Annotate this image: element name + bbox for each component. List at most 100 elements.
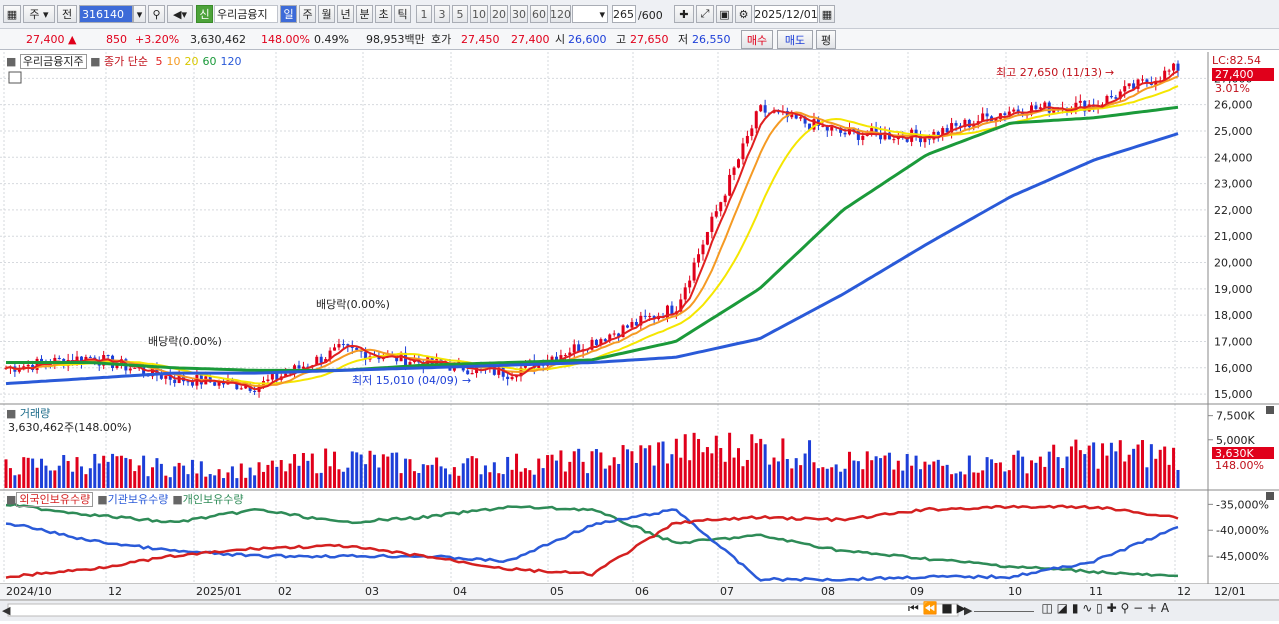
- candle-body: [967, 119, 971, 128]
- candle-body: [1118, 91, 1122, 99]
- low-price: 26,550: [692, 33, 731, 46]
- tab-interval-3[interactable]: 3: [434, 5, 450, 23]
- volume-bar: [1123, 461, 1127, 488]
- volume-bar: [523, 468, 527, 488]
- stop-icon[interactable]: ■: [941, 601, 953, 615]
- candle-icon[interactable]: ▮: [1071, 601, 1079, 615]
- tab-period-4[interactable]: 분: [356, 5, 373, 23]
- candle-body: [714, 211, 718, 217]
- tab-interval-10[interactable]: 10: [470, 5, 488, 23]
- change-pct: +3.20%: [135, 33, 180, 46]
- period-type-select[interactable]: 주 ▾: [23, 5, 55, 23]
- quote-bar: 27,400 ▲ 850 +3.20% 3,630,462 148.00% 0.…: [0, 29, 1279, 50]
- volume-bar: [1030, 460, 1033, 488]
- date-input[interactable]: 2025/12/01: [754, 5, 818, 23]
- bar-icon[interactable]: ▯: [1096, 601, 1103, 615]
- scroll-left-icon[interactable]: ◀: [2, 604, 11, 617]
- tab-interval-20[interactable]: 20: [490, 5, 508, 23]
- volume-bar: [994, 462, 998, 488]
- volume-bar: [1061, 468, 1065, 488]
- scroll-right-icon[interactable]: ▶: [964, 604, 973, 617]
- volume-bar: [1074, 439, 1078, 488]
- code-input[interactable]: 316140: [79, 5, 133, 23]
- code-dropdown[interactable]: ▾: [133, 5, 146, 23]
- sound-icon[interactable]: ◀▾: [167, 5, 193, 23]
- candle-body: [1074, 102, 1078, 111]
- volume-bar: [1065, 456, 1069, 488]
- crosshair-small-icon[interactable]: ✚: [1106, 601, 1117, 615]
- volume-bar: [652, 465, 656, 488]
- volume-bar: [217, 469, 221, 488]
- zoom-in-icon[interactable]: +: [1147, 601, 1158, 615]
- first-icon[interactable]: ⏮: [908, 601, 919, 615]
- search-zoom-icon[interactable]: ⚲: [1120, 601, 1130, 615]
- volume-bar: [204, 476, 208, 488]
- tab-period-6[interactable]: 틱: [394, 5, 411, 23]
- chart-area[interactable]: 27,00026,00025,00024,00023,00022,00021,0…: [0, 50, 1279, 621]
- ma-legend-10: 10: [166, 55, 181, 68]
- price-type-button[interactable]: 전: [57, 5, 77, 23]
- volume-bar: [310, 453, 314, 488]
- search-icon[interactable]: ⚲: [148, 5, 165, 23]
- candle-body: [652, 316, 656, 320]
- candle-body: [688, 280, 692, 288]
- gear-icon[interactable]: ⚙: [735, 5, 752, 23]
- volume-bar: [355, 452, 359, 488]
- tab-period-1[interactable]: 주: [299, 5, 316, 23]
- volume-bar: [1034, 462, 1038, 488]
- crosshair-icon[interactable]: ✚: [674, 5, 694, 23]
- holdings-pane-close[interactable]: [1266, 492, 1274, 500]
- tab-period-3[interactable]: 년: [337, 5, 354, 23]
- price-tick: 21,000: [1214, 230, 1253, 243]
- count-input[interactable]: 265: [612, 5, 636, 23]
- layout-icon[interactable]: ▦: [3, 5, 21, 23]
- volume-bar: [1038, 456, 1042, 488]
- tab-interval-1[interactable]: 1: [416, 5, 432, 23]
- ma-legend-5: 5: [155, 55, 163, 68]
- candle-body: [554, 356, 558, 361]
- stock-name-field[interactable]: 우리금융지: [214, 5, 278, 23]
- eval-button[interactable]: 평: [816, 30, 836, 49]
- table-icon[interactable]: [8, 71, 22, 84]
- zoom-out-icon[interactable]: −: [1133, 601, 1144, 615]
- volume-bar: [279, 460, 283, 488]
- stock-chart[interactable]: 27,00026,00025,00024,00023,00022,00021,0…: [0, 50, 1279, 621]
- candle-body: [4, 367, 8, 369]
- tab-interval-60[interactable]: 60: [530, 5, 548, 23]
- candle-body: [497, 367, 501, 375]
- tab-interval-5[interactable]: 5: [452, 5, 468, 23]
- new-badge[interactable]: 신: [196, 5, 213, 23]
- volume-bar: [714, 435, 718, 488]
- tab-interval-30[interactable]: 30: [510, 5, 528, 23]
- volume-bar: [1158, 449, 1162, 488]
- volume-bar: [537, 458, 541, 488]
- tab-interval-120[interactable]: 120: [550, 5, 571, 23]
- volume-bar: [1007, 470, 1011, 488]
- prev-icon[interactable]: ⏪: [922, 601, 938, 615]
- volume-bar: [1105, 455, 1109, 488]
- chart-type-icon[interactable]: ◫: [1041, 601, 1053, 615]
- interval-select[interactable]: ▾: [572, 5, 608, 23]
- compare-icon[interactable]: ◪: [1056, 601, 1068, 615]
- lc-value: LC:82.54: [1212, 54, 1261, 67]
- volume-pane-close[interactable]: [1266, 406, 1274, 414]
- next-icon[interactable]: ▶: [956, 601, 966, 615]
- draw-icon[interactable]: ⤢: [696, 5, 714, 23]
- volume-bar: [230, 466, 234, 488]
- tab-period-2[interactable]: 월: [318, 5, 335, 23]
- tab-period-0[interactable]: 일: [280, 5, 297, 23]
- calendar-icon[interactable]: ▦: [819, 5, 835, 23]
- candle-body: [594, 339, 598, 346]
- text-icon[interactable]: A: [1160, 601, 1170, 615]
- tab-period-5[interactable]: 초: [375, 5, 392, 23]
- candle-body: [128, 368, 132, 371]
- chevron-down-icon: ▾: [599, 7, 605, 21]
- candle-body: [159, 374, 163, 379]
- scrollbar-track[interactable]: [7, 603, 959, 617]
- zoom-slider[interactable]: [973, 611, 1034, 612]
- volume-bar: [750, 434, 754, 488]
- buy-button[interactable]: 매수: [741, 30, 773, 49]
- save-icon[interactable]: ▣: [716, 5, 733, 23]
- line-icon[interactable]: ∿: [1082, 601, 1093, 615]
- sell-button[interactable]: 매도: [777, 30, 813, 49]
